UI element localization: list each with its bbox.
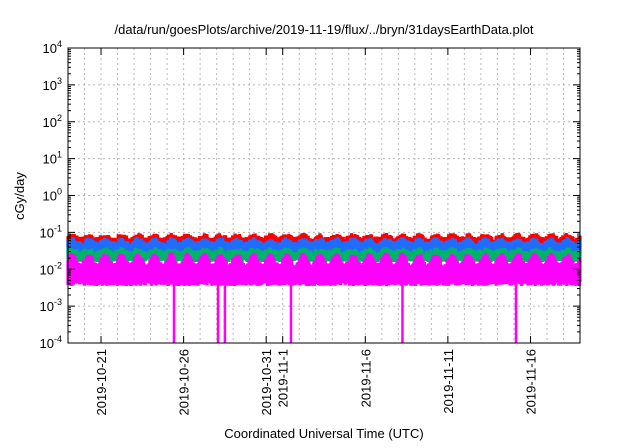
x-tick-label: 2019-11-6 — [358, 349, 373, 407]
y-tick-label: 102 — [43, 113, 62, 130]
plot-area — [66, 232, 582, 343]
grid — [68, 48, 580, 343]
y-tick-label: 103 — [43, 76, 62, 93]
y-tick-label: 10-1 — [40, 223, 62, 240]
plot-frame — [67, 47, 581, 344]
y-tick-label: 100 — [43, 187, 62, 204]
y-tick-label: 10-3 — [40, 297, 62, 314]
x-tick-label: 2019-10-31 — [259, 349, 274, 416]
x-tick-label: 2019-10-21 — [94, 349, 109, 416]
x-tick-label: 2019-11-1 — [276, 349, 291, 407]
x-axis-label: Coordinated Universal Time (UTC) — [224, 426, 423, 441]
x-axis: 2019-10-21 2019-10-26 2019-10-31 2019-11-1 2… — [94, 48, 538, 416]
y-axis-label: cGy/day — [12, 172, 27, 220]
x-tick-label: 2019-11-11 — [441, 349, 456, 414]
y-tick-label: 101 — [43, 150, 62, 167]
y-tick-label: 10-4 — [40, 334, 62, 351]
x-tick-label: 2019-10-26 — [177, 349, 192, 416]
chart-title: /data/run/goesPlots/archive/2019-11-19/f… — [115, 22, 534, 37]
y-tick-label: 10-2 — [40, 260, 62, 277]
x-tick-label: 2019-11-16 — [523, 349, 538, 415]
y-tick-label: 104 — [43, 39, 62, 56]
